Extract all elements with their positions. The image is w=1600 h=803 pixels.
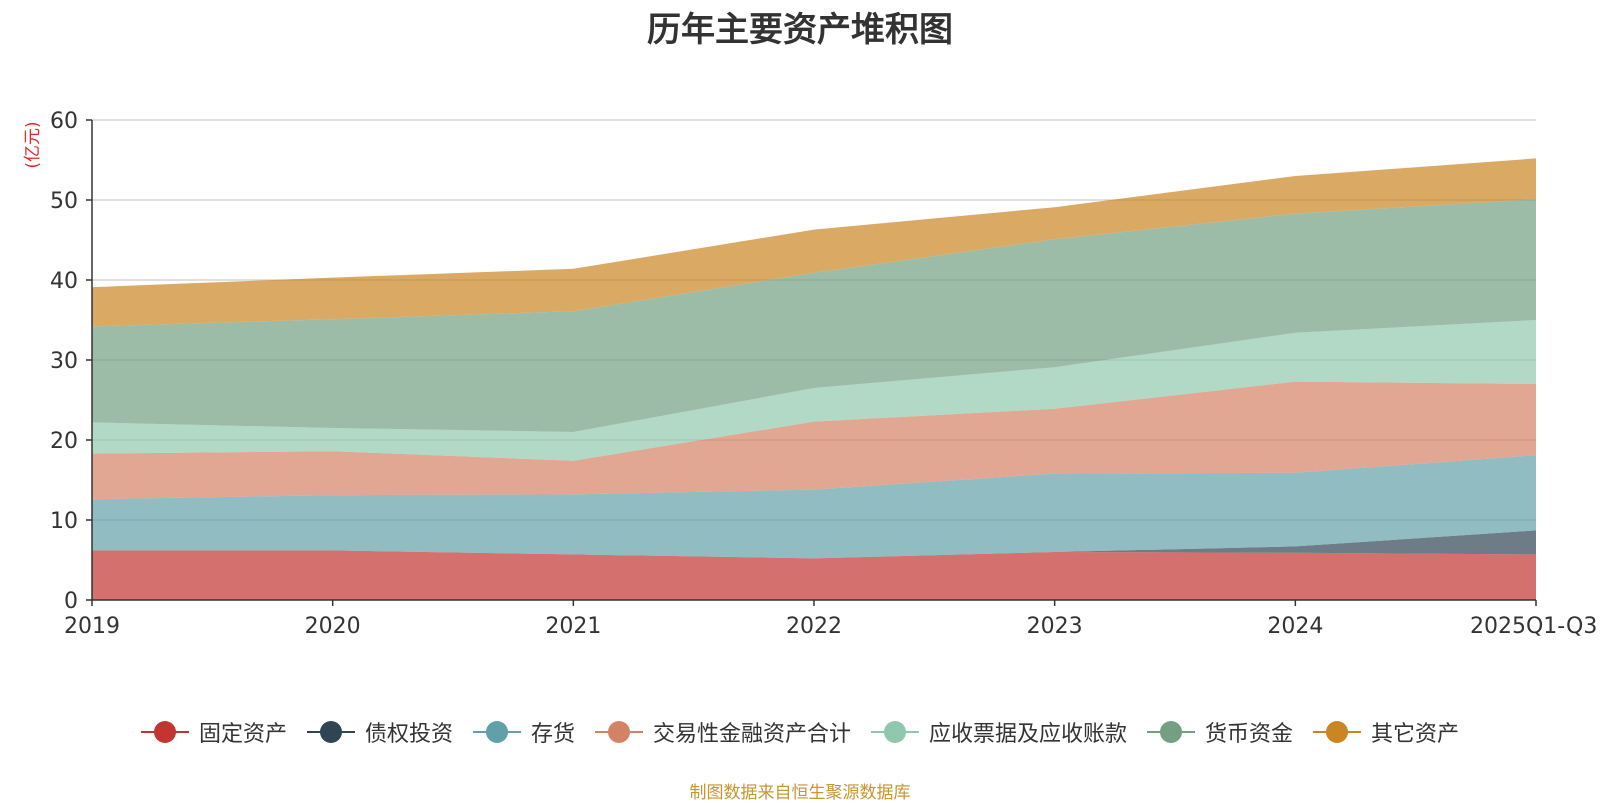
x-tick-label: 2020 [305, 614, 361, 639]
y-tick-label: 20 [50, 429, 78, 454]
x-tick-label: 2021 [545, 614, 601, 639]
legend-marker-icon [472, 720, 521, 744]
x-tick-label: 2025Q1-Q3 [1470, 614, 1597, 639]
x-tick-label: 2019 [64, 614, 120, 639]
y-tick-label: 10 [50, 509, 78, 534]
series-area-2 [92, 455, 1536, 559]
legend-label: 货币资金 [1205, 722, 1294, 747]
series-area-0 [92, 550, 1536, 600]
legend-marker-icon [1147, 720, 1196, 744]
y-tick-label: 40 [50, 269, 78, 294]
legend-item-6[interactable]: 其它资产 [1313, 716, 1459, 748]
series-area-4 [92, 320, 1536, 461]
legend-label: 存货 [530, 722, 575, 747]
source-note: 制图数据来自恒生聚源数据库 [689, 783, 911, 803]
legend-item-5[interactable]: 货币资金 [1147, 716, 1293, 748]
legend-marker-icon [306, 720, 355, 744]
series-area-1 [92, 530, 1536, 559]
legend-label: 其它资产 [1371, 722, 1460, 747]
legend-label: 应收票据及应收账款 [929, 722, 1128, 747]
legend-marker-icon [140, 720, 189, 744]
y-tick-label: 50 [50, 189, 78, 214]
series-area-5 [92, 199, 1536, 432]
legend-item-0[interactable]: 固定资产 [140, 716, 287, 748]
series-area-3 [92, 381, 1536, 500]
x-tick-label: 2024 [1267, 614, 1323, 639]
legend-marker-icon [871, 720, 919, 744]
chart-title: 历年主要资产堆积图 [647, 10, 953, 50]
legend-item-1[interactable]: 债权投资 [306, 716, 453, 748]
y-unit-label: (亿元) [23, 121, 43, 168]
legend-item-3[interactable]: 交易性金融资产合计 [594, 716, 851, 748]
legend-label: 固定资产 [198, 722, 287, 747]
legend: 固定资产 债权投资 存货 交易性金融资产合计 应收票据及应收账款 货币资金 其它资产 [0, 716, 1600, 748]
legend-marker-icon [594, 720, 643, 744]
legend-item-4[interactable]: 应收票据及应收账款 [871, 716, 1127, 748]
x-tick-label: 2023 [1027, 614, 1083, 639]
y-tick-label: 60 [50, 109, 78, 134]
legend-label: 债权投资 [364, 722, 453, 747]
x-tick-label: 2022 [786, 614, 842, 639]
y-tick-label: 0 [64, 589, 78, 614]
y-tick-label: 30 [50, 349, 78, 374]
legend-marker-icon [1313, 720, 1362, 744]
series-area-6 [92, 158, 1536, 327]
legend-label: 交易性金融资产合计 [652, 722, 851, 747]
legend-item-2[interactable]: 存货 [472, 716, 575, 748]
